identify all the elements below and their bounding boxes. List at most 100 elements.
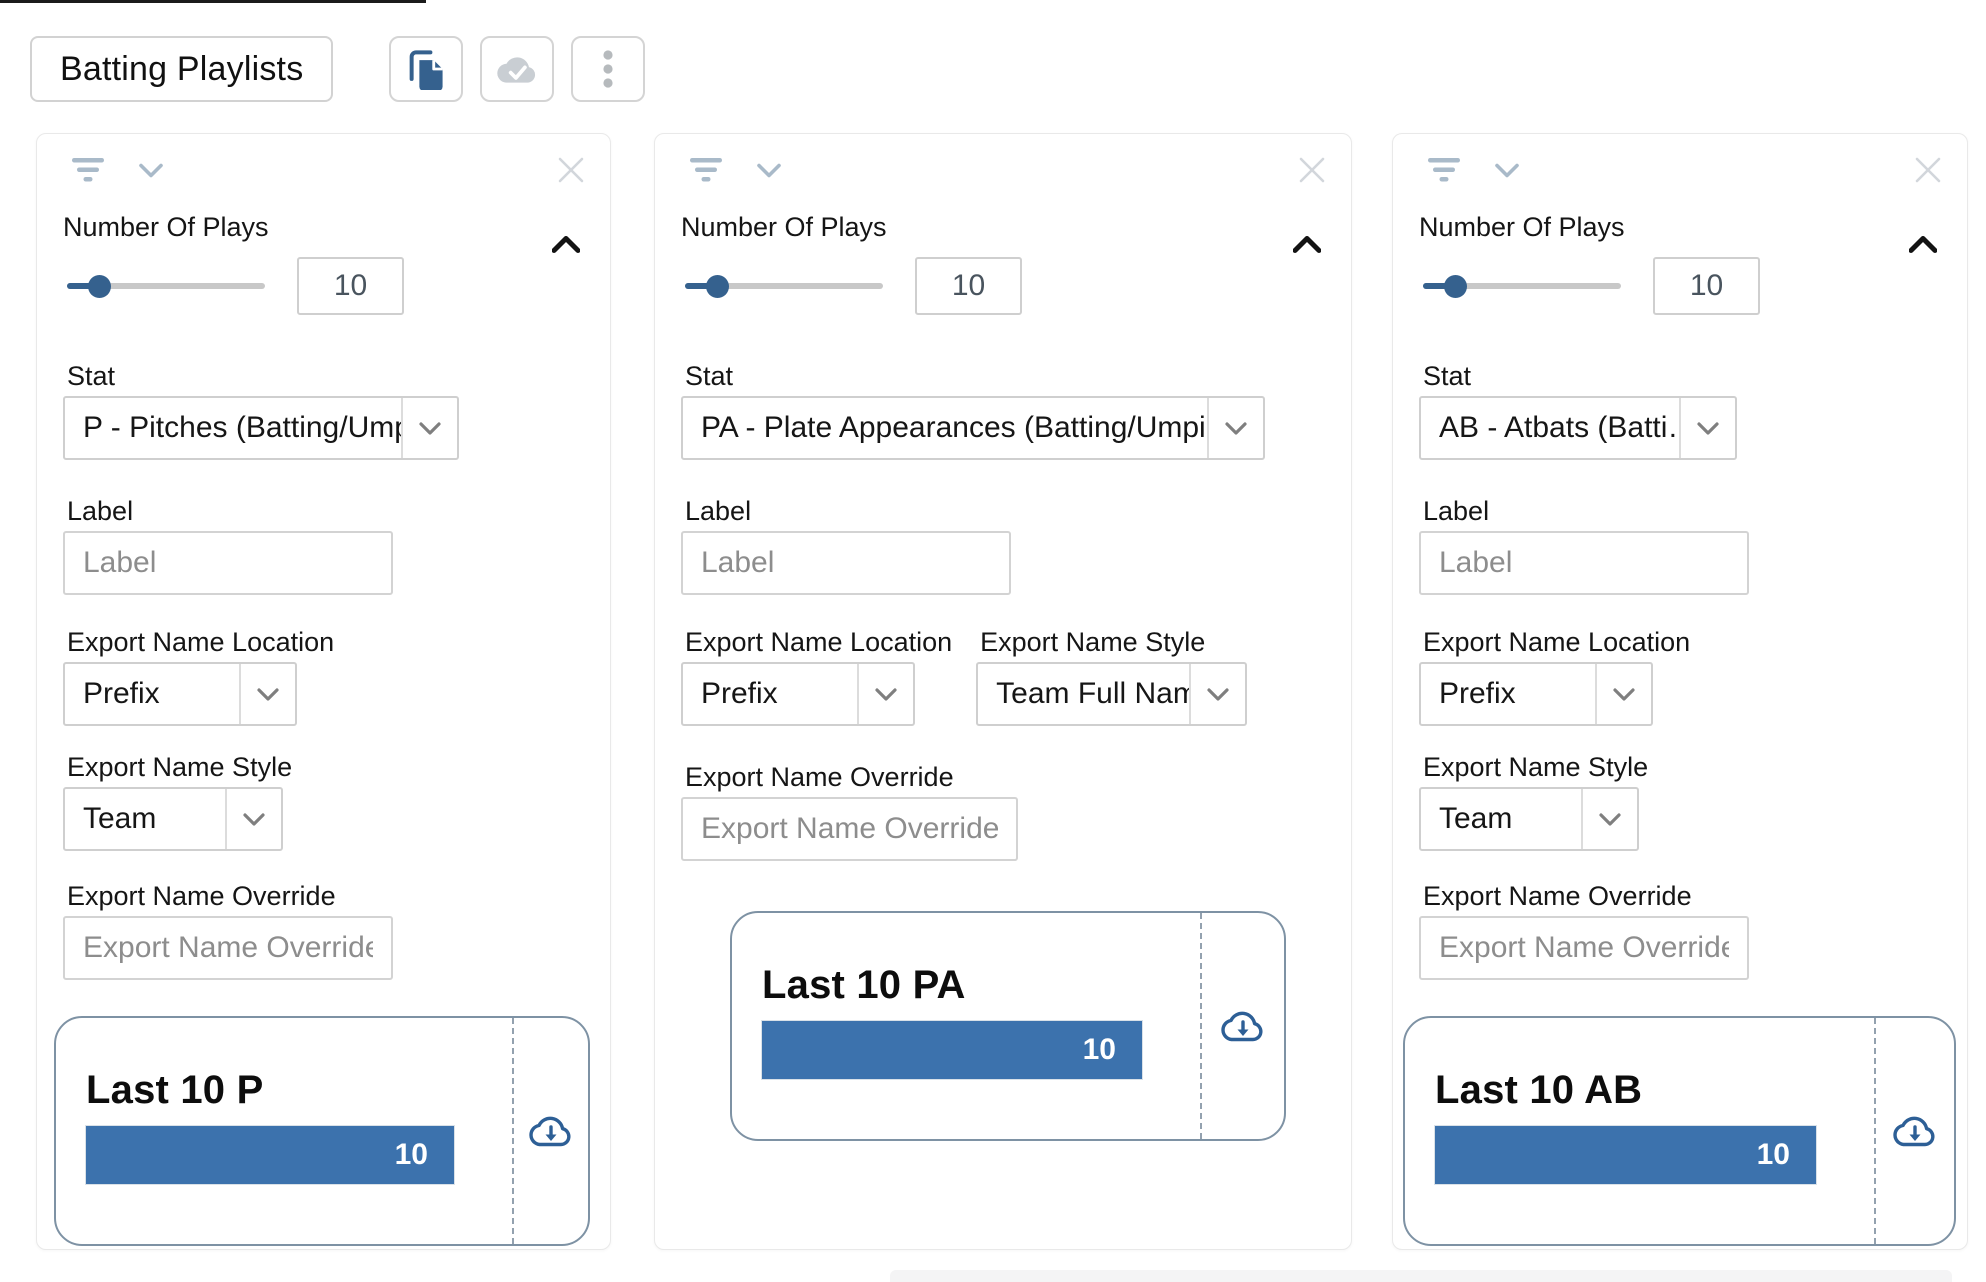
export-name-style-select[interactable]: Team (63, 787, 283, 851)
playlist-preview: Last 10 PA 10 (730, 911, 1286, 1141)
export-name-override-input[interactable] (681, 797, 1018, 861)
chevron-down-icon (1207, 398, 1263, 458)
playlist-preview: Last 10 AB 10 (1403, 1016, 1956, 1246)
playlist-card-plate-appearances: Number Of Plays Stat PA - Plate Appearan… (654, 133, 1352, 1250)
export-name-style-label: Export Name Style (67, 752, 293, 782)
slider-fill (685, 283, 719, 289)
export-name-location-select[interactable]: Prefix (1419, 662, 1653, 726)
cloud-download-icon[interactable] (527, 1112, 575, 1150)
export-name-style-value: Team Full Name (996, 677, 1190, 710)
close-icon[interactable] (1915, 157, 1941, 183)
chevron-down-icon (857, 664, 913, 724)
stat-select-value: P - Pitches (Batting/Umpi… (83, 411, 401, 444)
export-name-style-label: Export Name Style (980, 627, 1206, 657)
slider-thumb[interactable] (1444, 275, 1467, 298)
top-accent-line (0, 0, 426, 3)
label-field-label: Label (685, 496, 752, 526)
preview-title: Last 10 AB (1435, 1068, 1643, 1112)
preview-bar: 10 (86, 1126, 454, 1184)
close-icon[interactable] (1299, 157, 1325, 183)
slider-track[interactable] (67, 283, 265, 289)
export-name-location-label: Export Name Location (685, 627, 953, 657)
chevron-down-icon (1581, 789, 1637, 849)
stat-select-value: AB - Atbats (Batti… (1439, 411, 1679, 444)
stat-label: Stat (685, 361, 734, 391)
chevron-down-icon (401, 398, 457, 458)
close-icon[interactable] (558, 157, 584, 183)
chevron-down-icon (1189, 664, 1245, 724)
plays-input[interactable] (297, 257, 404, 315)
export-name-location-select[interactable]: Prefix (681, 662, 915, 726)
export-name-style-select[interactable]: Team Full Name (976, 662, 1248, 726)
page-header: Batting Playlists (30, 36, 646, 102)
label-field-label: Label (1423, 496, 1490, 526)
export-name-location-value: Prefix (83, 677, 160, 710)
slider-thumb[interactable] (88, 275, 111, 298)
plays-slider[interactable] (1423, 275, 1621, 298)
page-title: Batting Playlists (30, 36, 334, 102)
slider-track[interactable] (1423, 283, 1621, 289)
export-name-location-label: Export Name Location (1423, 627, 1691, 657)
stat-select[interactable]: PA - Plate Appearances (Batting/Umpi… (681, 396, 1265, 460)
chevron-down-icon[interactable] (139, 163, 163, 178)
export-name-style-value: Team (1439, 802, 1513, 835)
label-input[interactable] (63, 531, 393, 595)
copy-button[interactable] (389, 36, 464, 102)
copy-icon (406, 48, 446, 90)
export-name-override-label: Export Name Override (67, 881, 336, 911)
number-of-plays-label: Number Of Plays (681, 212, 887, 242)
plays-slider[interactable] (67, 275, 265, 298)
chevron-up-icon[interactable] (552, 236, 580, 253)
plays-slider[interactable] (685, 275, 883, 298)
export-name-override-label: Export Name Override (1423, 881, 1692, 911)
stat-select-value: PA - Plate Appearances (Batting/Umpi… (701, 411, 1207, 444)
label-input[interactable] (1419, 531, 1749, 595)
preview-bar-value: 10 (394, 1138, 428, 1171)
more-options-button[interactable] (571, 36, 646, 102)
preview-title: Last 10 P (86, 1068, 264, 1112)
preview-bar-value: 10 (1082, 1033, 1116, 1066)
chevron-down-icon (1595, 664, 1651, 724)
stat-select[interactable]: P - Pitches (Batting/Umpi… (63, 396, 459, 460)
kebab-menu-icon (603, 50, 614, 88)
cloud-download-icon[interactable] (1219, 1007, 1267, 1045)
plays-input[interactable] (915, 257, 1022, 315)
slider-thumb[interactable] (706, 275, 729, 298)
plays-input[interactable] (1653, 257, 1760, 315)
cloud-sync-button[interactable] (480, 36, 555, 102)
cloud-check-icon (496, 50, 538, 88)
filter-icon[interactable] (1427, 157, 1461, 183)
chevron-up-icon[interactable] (1909, 236, 1937, 253)
export-name-override-label: Export Name Override (685, 762, 954, 792)
chevron-down-icon (1679, 398, 1735, 458)
label-field-label: Label (67, 496, 134, 526)
stat-label: Stat (67, 361, 116, 391)
export-name-location-value: Prefix (701, 677, 778, 710)
export-name-location-value: Prefix (1439, 677, 1516, 710)
cloud-download-icon[interactable] (1891, 1112, 1939, 1150)
stat-label: Stat (1423, 361, 1472, 391)
slider-track[interactable] (685, 283, 883, 289)
export-name-override-input[interactable] (1419, 916, 1749, 980)
label-input[interactable] (681, 531, 1011, 595)
number-of-plays-label: Number Of Plays (63, 212, 269, 242)
chevron-down-icon[interactable] (1495, 163, 1519, 178)
playlist-card-pitches: Number Of Plays Stat P - Pitches (Battin… (36, 133, 611, 1250)
chevron-up-icon[interactable] (1293, 236, 1321, 253)
chevron-down-icon[interactable] (757, 163, 781, 178)
preview-title: Last 10 PA (762, 963, 966, 1007)
export-name-style-select[interactable]: Team (1419, 787, 1639, 851)
preview-bar: 10 (762, 1021, 1142, 1079)
filter-icon[interactable] (71, 157, 105, 183)
preview-bar: 10 (1435, 1126, 1816, 1184)
chevron-down-icon (239, 664, 295, 724)
export-name-override-input[interactable] (63, 916, 393, 980)
playlist-preview: Last 10 P 10 (54, 1016, 590, 1246)
export-name-location-label: Export Name Location (67, 627, 335, 657)
preview-bar-value: 10 (1756, 1138, 1790, 1171)
horizontal-scrollbar[interactable] (890, 1270, 1952, 1282)
stat-select[interactable]: AB - Atbats (Batti… (1419, 396, 1737, 460)
number-of-plays-label: Number Of Plays (1419, 212, 1625, 242)
export-name-location-select[interactable]: Prefix (63, 662, 297, 726)
filter-icon[interactable] (689, 157, 723, 183)
